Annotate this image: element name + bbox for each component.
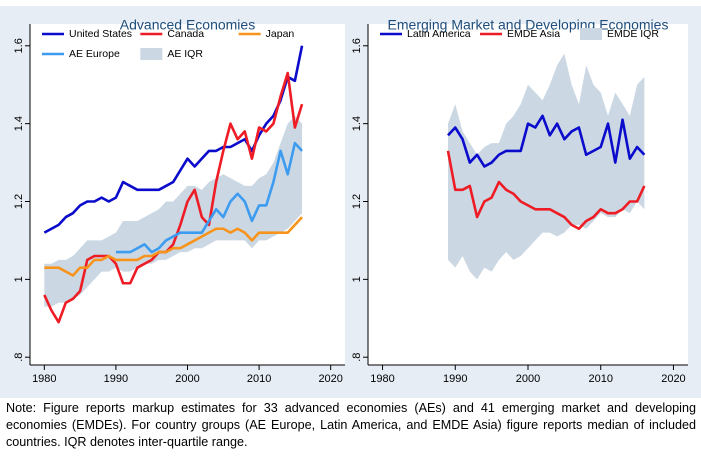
legend-label: Canada [167, 28, 204, 40]
legend-label: EMDE Asia [507, 28, 560, 40]
x-tick-label: 2010 [588, 373, 612, 385]
legend-label: AE Europe [69, 48, 120, 60]
chart-title: Advanced Economies [120, 17, 255, 33]
legend-label: AE IQR [167, 48, 203, 60]
y-tick-label: .8 [13, 353, 25, 362]
legend-label: EMDE IQR [607, 28, 659, 40]
series-line [447, 114, 646, 168]
y-tick-label: 1.2 [351, 194, 363, 209]
x-tick-label: 2000 [175, 373, 199, 385]
charts: Advanced Economies .8 1 1.2 1.4 1.6 1980 1990 20… [0, 6, 701, 398]
legend-swatch [580, 28, 602, 40]
y-tick-label: 1 [351, 276, 363, 282]
x-tick-label: 2010 [247, 373, 271, 385]
iqr-band [448, 53, 645, 280]
note: Note: Figure reports markup estimates fo… [6, 401, 696, 449]
y-tick-label: 1.6 [13, 38, 25, 53]
legend-swatch [140, 48, 163, 60]
y-tick-label: 1.6 [351, 38, 363, 53]
y-tick-label: 1.4 [351, 116, 363, 131]
y-tick-label: 1.2 [13, 194, 25, 209]
x-tick-label: 2020 [661, 373, 685, 385]
legend-label: Latin America [407, 28, 471, 40]
x-tick-label: 1980 [32, 373, 56, 385]
series-line [115, 141, 304, 254]
legend-label: United States [69, 28, 132, 40]
series-line [43, 71, 304, 324]
x-tick-label: 1990 [104, 373, 128, 385]
y-tick-label: .8 [351, 353, 363, 362]
x-tick-label: 1980 [370, 373, 394, 385]
x-tick-label: 2000 [516, 373, 540, 385]
y-tick-label: 1 [13, 276, 25, 282]
series-line [44, 216, 304, 277]
x-tick-label: 1990 [443, 373, 467, 385]
legend-label: Japan [266, 28, 295, 40]
series-line [43, 45, 304, 234]
x-tick-label: 2020 [318, 373, 342, 385]
iqr-band [44, 115, 303, 307]
series-line [446, 150, 646, 231]
y-tick-label: 1.4 [13, 116, 25, 131]
